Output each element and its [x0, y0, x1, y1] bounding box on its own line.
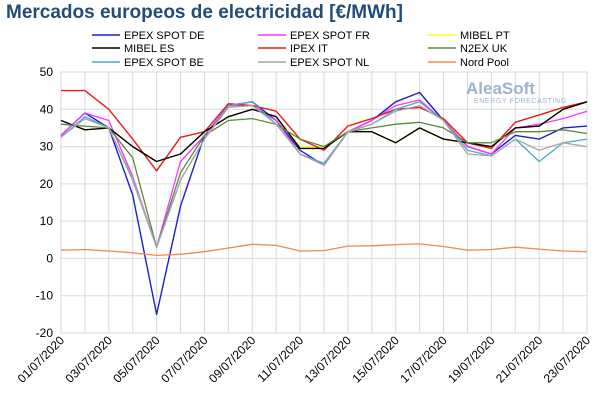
- x-tick-label: 07/07/2020: [158, 333, 211, 386]
- watermark-brand: AleaSoft: [466, 79, 535, 98]
- series-line-n2ex-uk: [60, 117, 588, 248]
- legend-label: EPEX SPOT FR: [290, 30, 370, 42]
- legend: EPEX SPOT DE EPEX SPOT FR MIBEL PT MIBEL ES…: [92, 30, 510, 69]
- x-tick-label: 23/07/2020: [541, 333, 594, 386]
- y-tick-label: 40: [40, 102, 54, 116]
- x-tick-label: 09/07/2020: [206, 333, 259, 386]
- y-tick-label: 0: [46, 251, 53, 265]
- chart-title: Mercados europeos de electricidad [€/MWh…: [6, 2, 403, 23]
- legend-label: EPEX SPOT BE: [124, 57, 204, 69]
- x-tick-label: 19/07/2020: [445, 333, 498, 386]
- series-line-epex-spot-nl: [60, 104, 588, 248]
- legend-label: Nord Pool: [460, 57, 509, 69]
- x-tick-label: 01/07/2020: [15, 333, 68, 386]
- y-tick-label: 50: [40, 65, 54, 79]
- series-line-mibel-es: [60, 101, 588, 163]
- legend-label: EPEX SPOT DE: [124, 30, 205, 42]
- legend-label: MIBEL ES: [124, 43, 174, 55]
- x-tick-label: 03/07/2020: [63, 333, 116, 386]
- y-tick-label: -20: [36, 326, 54, 340]
- legend-label: N2EX UK: [460, 43, 508, 55]
- x-tick-label: 05/07/2020: [110, 333, 163, 386]
- y-tick-label: 20: [40, 177, 54, 191]
- series-group: [60, 89, 588, 316]
- watermark-tagline: ENERGY FORECASTING: [474, 98, 567, 105]
- y-tick-label: -10: [36, 289, 54, 303]
- x-tick-label: 17/07/2020: [397, 333, 450, 386]
- legend-label: IPEX IT: [290, 43, 328, 55]
- y-axis: -20 -10 0 10 20 30 40 50: [36, 65, 54, 340]
- watermark: AleaSoft ENERGY FORECASTING: [466, 79, 567, 105]
- x-tick-label: 15/07/2020: [349, 333, 402, 386]
- y-tick-label: 30: [40, 140, 54, 154]
- x-tick-label: 11/07/2020: [254, 333, 306, 385]
- grid: [60, 71, 588, 334]
- y-tick-label: 10: [40, 214, 54, 228]
- legend-label: MIBEL PT: [460, 30, 510, 42]
- series-line-nord-pool: [60, 243, 588, 257]
- legend-label: EPEX SPOT NL: [290, 57, 369, 69]
- x-tick-label: 13/07/2020: [302, 333, 355, 386]
- x-axis: 01/07/202003/07/202005/07/202007/07/2020…: [15, 333, 594, 386]
- x-tick-label: 21/07/2020: [493, 333, 546, 386]
